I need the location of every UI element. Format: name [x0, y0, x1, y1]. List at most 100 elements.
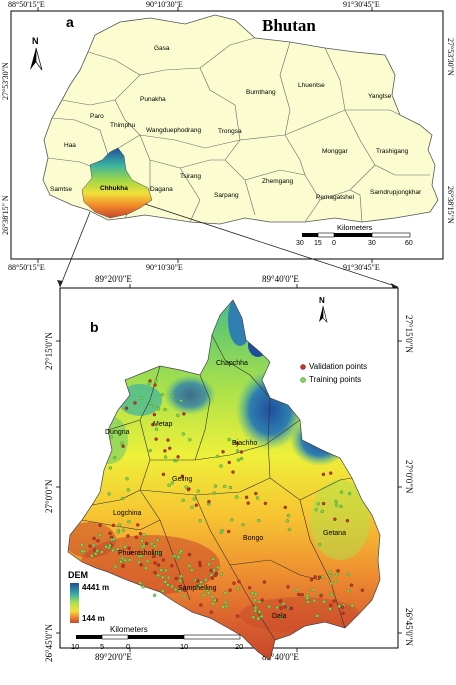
training-point: [148, 401, 153, 405]
training-point: [223, 591, 228, 595]
training-point: [236, 586, 240, 591]
training-point: [305, 596, 309, 600]
training-point: [123, 545, 127, 549]
training-point: [215, 454, 220, 459]
panel-b-top-tick-1: 89°20'0"E: [95, 274, 132, 284]
training-point: [294, 588, 299, 592]
validation-point: [313, 575, 317, 579]
training-point: [179, 399, 183, 403]
training-point: [176, 555, 181, 559]
panel-a-scale-label-2: 15: [314, 240, 322, 247]
training-point: [91, 543, 96, 548]
gewog-phuentsholing: Phuentsholing: [118, 550, 163, 557]
validation-point: [174, 576, 179, 581]
training-point: [150, 542, 154, 546]
validation-point: [139, 563, 143, 567]
training-point: [184, 485, 188, 489]
panel-a-scale-bar: [302, 232, 411, 238]
training-point: [346, 589, 350, 593]
panel-b-scale-label-5: 20: [235, 642, 244, 651]
district-chhukha: Chhukha: [100, 185, 128, 192]
training-point: [253, 609, 258, 613]
training-point: [221, 605, 225, 609]
panel-a-top-tick-2: 90°10'30"E: [146, 0, 183, 9]
validation-point: [133, 401, 137, 405]
training-point: [121, 528, 126, 532]
validation-point: [161, 472, 166, 477]
training-point: [328, 570, 332, 574]
training-point: [235, 449, 240, 453]
gewog-geling: Geling: [172, 476, 193, 483]
panel-a-north-arrow-icon: [30, 47, 43, 71]
validation-point: [96, 539, 100, 543]
training-point: [163, 407, 167, 412]
validation-point: [317, 575, 322, 579]
training-point: [204, 578, 208, 582]
district-paro: Paro: [90, 113, 104, 120]
training-point: [166, 575, 171, 580]
validation-point: [226, 529, 231, 534]
training-point: [275, 605, 279, 610]
chhukha-dem-inset: [81, 147, 153, 219]
training-point: [196, 489, 201, 493]
validation-point: [186, 487, 191, 492]
validation-point: [180, 474, 185, 478]
training-point: [152, 593, 157, 597]
training-point: [257, 518, 261, 523]
training-point: [234, 495, 239, 499]
gewog-bongo: Bongo: [243, 535, 264, 542]
validation-point: [98, 523, 102, 527]
training-point: [281, 602, 286, 606]
validation-point: [360, 588, 365, 592]
training-point: [335, 572, 339, 577]
training-point: [125, 477, 129, 481]
training-point: [178, 578, 183, 583]
validation-point: [341, 611, 345, 615]
validation-point: [232, 581, 236, 585]
panel-a-scale-label-1: 30: [296, 240, 304, 247]
validation-point: [279, 606, 283, 610]
district-pemagatshel: Pemagatshel: [316, 194, 354, 201]
training-point: [213, 484, 218, 488]
validation-point: [182, 412, 186, 416]
validation-point: [152, 412, 157, 417]
validation-point: [239, 450, 244, 454]
panel-a-top-tick-1: 88°50'15"E: [8, 0, 45, 9]
training-point: [220, 528, 224, 533]
training-point: [201, 593, 206, 597]
validation-point: [161, 558, 166, 562]
validation-point: [124, 406, 129, 410]
panel-b-scale-label-1: 10: [71, 642, 80, 651]
training-point: [93, 552, 98, 556]
validation-point: [168, 446, 172, 450]
district-haa: Haa: [64, 142, 76, 149]
district-yangtse: Yangtse: [368, 93, 392, 100]
validation-point: [195, 579, 200, 583]
training-point: [145, 559, 150, 563]
validation-point: [153, 383, 157, 387]
training-point: [109, 538, 114, 542]
training-point: [256, 617, 260, 621]
training-point: [306, 600, 310, 604]
validation-point: [111, 523, 116, 528]
panel-a-scale-title: Kilometers: [337, 223, 373, 232]
training-point: [139, 396, 144, 400]
training-point: [156, 407, 161, 411]
panel-b-north-label: N: [319, 296, 325, 305]
training-point: [350, 604, 354, 608]
gewog-logchina: Logchina: [113, 510, 142, 517]
validation-point: [182, 588, 187, 593]
training-point: [334, 579, 338, 583]
gewog-dungna: Dungna: [105, 429, 130, 436]
training-point: [181, 498, 185, 503]
training-point: [147, 381, 151, 386]
validation-point: [207, 499, 211, 504]
training-point: [213, 598, 217, 602]
district-trashigang: Trashigang: [376, 148, 409, 155]
dem-legend-title: DEM: [68, 570, 88, 580]
validation-point: [153, 570, 157, 575]
validation-point: [237, 580, 241, 584]
panel-a-scale-label-5: 60: [405, 240, 413, 247]
training-point: [223, 600, 228, 605]
